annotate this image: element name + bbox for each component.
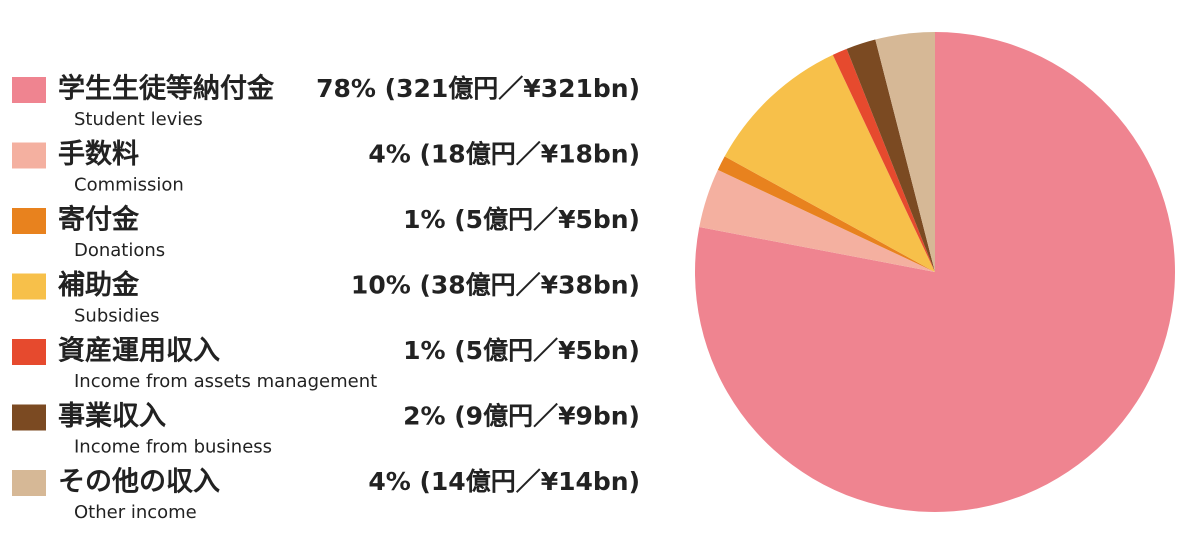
legend-swatch [12, 142, 46, 169]
legend-swatch [12, 339, 46, 365]
value-label: 1% (5億円／¥5bn) [403, 336, 640, 365]
value-label: 10% (38億円／¥38bn) [351, 271, 640, 300]
legend-swatch [12, 77, 46, 103]
legend-swatch [12, 404, 46, 431]
legend-swatch [12, 208, 46, 234]
legend-label: その他の収入 [58, 467, 220, 498]
value-label: 78% (321億円／¥321bn) [316, 74, 640, 103]
pie-slice [699, 169, 935, 272]
value-label: 2% (9億円／¥9bn) [403, 402, 640, 431]
value-label: 4% (14億円／¥14bn) [368, 467, 640, 496]
pie-slice [832, 48, 935, 273]
legend-swatch [12, 273, 46, 300]
pie-slice [695, 32, 1175, 513]
pie-slice [717, 156, 935, 272]
legend-label: 寄付金 [58, 204, 140, 236]
value-label: 4% (18億円／¥18bn) [368, 140, 640, 169]
legend-label-en: Donations [74, 240, 165, 261]
value-label: 1% (5億円／¥5bn) [403, 205, 640, 234]
legend-label: 補助金 [57, 269, 140, 301]
legend-label: 資産運用収入 [58, 335, 220, 367]
pie-slice [846, 39, 935, 273]
legend-label-en: Income from assets management [74, 371, 377, 392]
legend-label-en: Student levies [74, 109, 203, 130]
legend-label-en: Income from business [74, 437, 272, 458]
legend-label-en: Commission [74, 175, 184, 196]
legend-label-en: Other income [74, 502, 197, 523]
legend-label: 手数料 [58, 139, 139, 170]
legend-label: 事業収入 [58, 401, 166, 432]
pie-slice [724, 54, 935, 272]
legend-label: 学生生徒等納付金 [58, 73, 275, 105]
legend-label-en: Subsidies [74, 306, 160, 327]
legend-swatch [12, 470, 46, 496]
pie-slice [875, 32, 935, 272]
